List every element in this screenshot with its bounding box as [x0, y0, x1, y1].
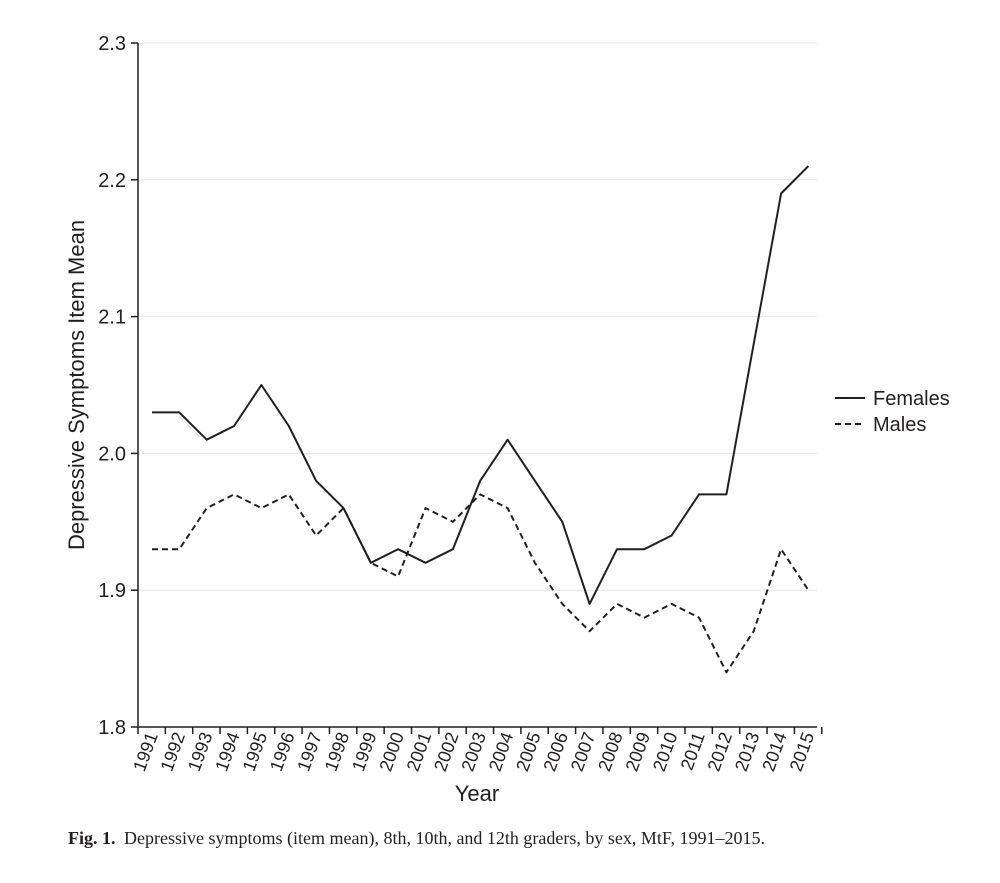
line-chart: 1.8 1.9 2.0 2.1 2.2 2.3 199119921993199419951… [64, 33, 950, 806]
y-tick-label: 1.9 [98, 580, 126, 602]
y-tick-label: 2.3 [98, 33, 126, 55]
legend-label-males: Males [873, 414, 926, 436]
y-ticks: 1.8 1.9 2.0 2.1 2.2 2.3 [98, 33, 138, 739]
x-ticks: 1991199219931994199519961997199819992000… [129, 727, 823, 774]
x-tick-label: 2015 [786, 730, 818, 774]
legend: Females Males [835, 388, 950, 436]
series-line-males [152, 493, 810, 674]
x-axis-title: Year [455, 781, 499, 806]
figure-caption-label: Fig. 1. [68, 828, 116, 848]
x-tick-label: 2010 [649, 730, 681, 774]
legend-label-females: Females [873, 388, 950, 410]
figure-caption-text: Depressive symptoms (item mean), 8th, 10… [124, 828, 765, 848]
y-tick-label: 2.1 [98, 307, 126, 329]
y-axis-title: Depressive Symptoms Item Mean [64, 220, 89, 550]
gridlines [138, 42, 817, 591]
series-lines [152, 165, 810, 674]
y-tick-label: 1.8 [98, 717, 126, 739]
y-tick-label: 2.2 [98, 170, 126, 192]
figure-caption: Fig. 1. Depressive symptoms (item mean),… [68, 828, 968, 849]
series-line-females [152, 165, 810, 605]
y-tick-label: 2.0 [98, 443, 126, 465]
axes [137, 43, 817, 728]
